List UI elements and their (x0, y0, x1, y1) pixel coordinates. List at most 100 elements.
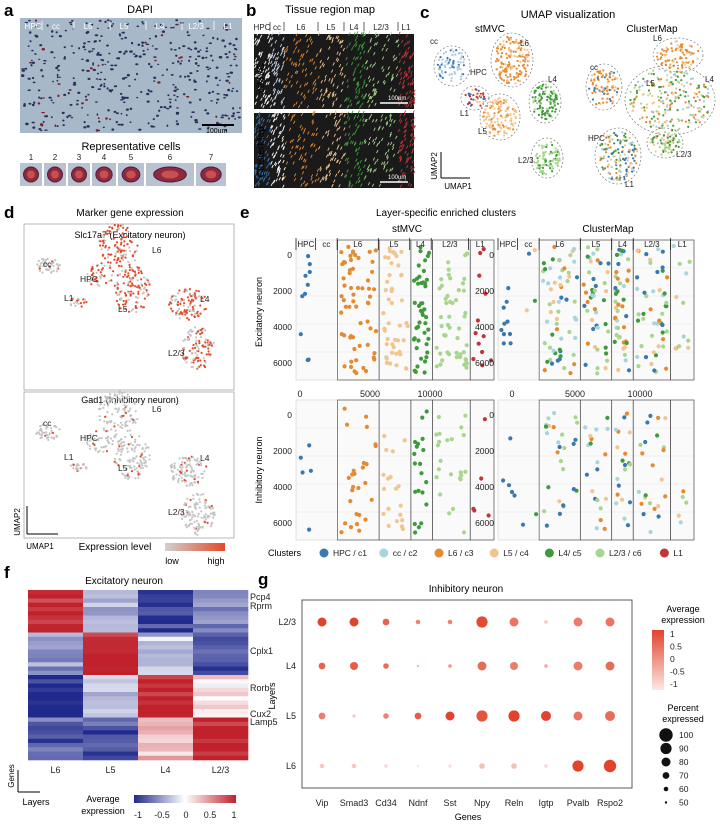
nucleus (96, 53, 99, 56)
scatter-cell (400, 518, 405, 523)
nucleus (233, 58, 237, 61)
umap-cell (505, 40, 508, 43)
nucleus (59, 35, 63, 38)
umap-cell (444, 50, 448, 54)
scatter-cell (450, 506, 456, 512)
umap-left-label: L2/3 (518, 156, 534, 165)
tissue-cell (321, 135, 325, 139)
tissue-cell (398, 81, 402, 85)
tissue-layer-label: L6 (297, 23, 306, 32)
nucleus (44, 115, 48, 118)
umap-cell (626, 156, 630, 159)
tissue-cell (283, 51, 286, 55)
marker-cell (130, 309, 133, 312)
heatmap-cell (138, 590, 194, 595)
nucleus (189, 48, 193, 51)
marker-cell (129, 442, 132, 445)
marker-cell (121, 392, 124, 395)
heatmap-axis-x-label: Layers (22, 797, 50, 807)
umap-cell (664, 144, 667, 147)
tissue-cell (267, 67, 270, 71)
tissue-cell (257, 73, 260, 78)
marker-cell (139, 473, 142, 476)
tissue-cell (367, 141, 371, 146)
heatmap-cell (193, 687, 249, 693)
umap-cell (541, 111, 544, 114)
tissue-cell (343, 121, 346, 125)
umap-cell (500, 121, 503, 124)
scatter-cell (390, 449, 395, 454)
tissue-cell (307, 44, 310, 48)
tissue-cell (376, 158, 379, 163)
umap-cell (498, 70, 501, 73)
umap-cell (509, 68, 512, 71)
tissue-cell (263, 140, 266, 144)
scatter-header-label: L6 (555, 240, 564, 249)
tissue-cell (257, 182, 261, 187)
marker-cell (128, 268, 131, 272)
tissue-cell (290, 118, 293, 122)
scatter-cell (341, 276, 346, 281)
tissue-cell (406, 164, 409, 169)
umap-cell (665, 97, 668, 101)
umap-cell (687, 119, 691, 122)
umap-cell (467, 92, 470, 95)
scatter-cell (342, 364, 347, 369)
tissue-cell (322, 103, 325, 108)
umap-cell (599, 144, 602, 147)
scatter-cell (354, 511, 359, 517)
nucleus (136, 25, 140, 28)
umap-cell (650, 117, 654, 120)
nucleus (72, 77, 75, 80)
nucleus (120, 112, 123, 115)
tissue-cell (310, 154, 313, 159)
scatter-cell (436, 414, 441, 420)
marker-cell (189, 505, 192, 508)
umap-cell (598, 90, 602, 93)
marker-cell (204, 507, 207, 510)
scatter-header-label: L6 (353, 240, 362, 249)
umap-cell (596, 70, 599, 73)
umap-cell (503, 70, 506, 73)
tissue-cell (338, 63, 342, 68)
tissue-cell (385, 120, 388, 125)
tissue-cell (258, 69, 262, 73)
umap-axis-x-label: UMAP1 (444, 182, 472, 191)
umap-cell (520, 40, 523, 43)
scatter-cell (655, 269, 660, 275)
umap-cell (677, 139, 681, 142)
scatter-cell (424, 342, 429, 347)
tissue-cell (362, 123, 365, 127)
umap-cell (676, 109, 679, 112)
tissue-cell (300, 92, 303, 96)
marker-cell (145, 465, 148, 468)
scatter-cell (346, 475, 351, 480)
marker-cell (127, 464, 130, 467)
marker-cell (133, 259, 136, 262)
scatter-cell (456, 288, 461, 293)
scatter-cell (463, 357, 468, 362)
umap-cell (633, 144, 636, 147)
marker-cell (200, 351, 203, 354)
tissue-cell (310, 174, 314, 178)
tissue-cell (405, 145, 409, 149)
marker-cell (128, 249, 132, 253)
tissue-cell (297, 49, 300, 53)
marker-cell (136, 279, 139, 282)
umap-cell (531, 96, 534, 99)
tissue-cell (361, 44, 364, 49)
tissue-cell (273, 102, 277, 106)
umap-cell (669, 99, 672, 102)
tissue-cell (413, 96, 416, 101)
tissue-cell (333, 157, 337, 162)
marker-cell (195, 525, 198, 529)
umap-cell (700, 115, 703, 118)
heatmap-cell (138, 743, 194, 748)
umap-cell (593, 87, 596, 90)
umap-cell (691, 77, 694, 80)
umap-cell (509, 51, 512, 54)
umap-cluster-outline (585, 63, 623, 111)
umap-cell (665, 49, 668, 52)
marker-cell (203, 504, 206, 507)
